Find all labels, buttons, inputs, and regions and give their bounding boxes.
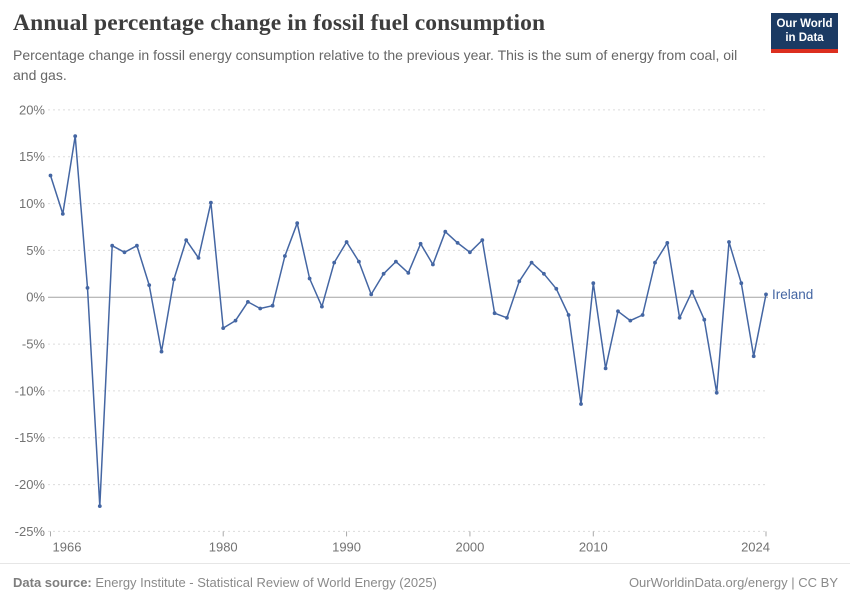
data-point [122,250,127,255]
data-point [172,277,176,282]
series-line [49,135,767,507]
data-source: Data source: Energy Institute - Statisti… [13,575,437,590]
y-axis-label: -15% [15,430,46,445]
data-point [492,311,497,316]
data-point [73,134,78,139]
data-point [554,286,559,291]
data-point [270,303,275,308]
y-axis-label: -25% [15,524,46,539]
data-source-label: Data source: [13,574,92,590]
data-point [579,402,583,406]
data-point [418,241,423,246]
data-point [209,200,213,205]
y-axis-label: 5% [26,243,45,258]
data-point [258,306,263,311]
data-point [357,259,361,264]
data-point [344,240,349,244]
chart-footer: Data source: Energy Institute - Statisti… [0,563,850,600]
data-point [406,271,411,275]
data-point [455,241,460,245]
data-point [751,354,756,359]
data-point [369,292,374,297]
data-point [665,241,670,245]
data-point [628,318,633,323]
data-point [196,256,201,260]
data-point [320,304,324,309]
data-point [727,240,731,244]
data-source-text: Energy Institute - Statistical Review of… [91,574,437,590]
data-point [517,279,522,284]
x-axis-label: 1966 [53,539,82,554]
logo-line2: in Data [785,32,824,44]
chart-header: Annual percentage change in fossil fuel … [13,10,763,86]
data-point [677,315,682,320]
data-point [295,221,300,226]
data-point [85,286,90,290]
data-point [764,292,768,297]
data-point [690,289,694,294]
data-point [97,504,102,508]
y-axis-label: 15% [19,149,45,164]
data-point [468,250,472,255]
data-point [431,262,435,267]
data-point [505,315,509,320]
data-point [332,260,337,265]
y-axis-label: -20% [15,477,46,492]
data-point [184,238,189,243]
x-axis-label: 2000 [455,539,484,554]
data-point [246,300,250,304]
data-point [591,281,596,286]
logo-line1: Our World [776,17,833,30]
data-point [147,283,152,287]
data-point [283,254,287,258]
entity-label: Ireland [772,287,813,302]
credit-link[interactable]: OurWorldinData.org/energy | CC BY [628,574,838,590]
y-axis-label: -5% [22,337,46,352]
data-point [566,313,571,317]
data-point [135,243,139,248]
data-point [739,281,744,286]
data-point [381,271,386,276]
page-title: Annual percentage change in fossil fuel … [13,10,546,36]
data-point [48,173,53,178]
data-point [233,318,238,323]
data-point [159,349,164,354]
data-point [714,390,719,395]
y-axis-label: 10% [19,196,45,211]
data-point [443,229,448,234]
data-point [702,317,707,322]
data-point [603,366,608,371]
owid-logo[interactable]: Our World in Data [771,13,838,53]
data-point [542,271,546,276]
x-axis-label: 1980 [209,539,238,554]
data-point [653,260,657,265]
data-point [480,238,485,243]
y-axis-label: -10% [15,383,46,398]
x-axis-label: 1990 [332,539,361,554]
x-axis-label: 2010 [579,539,608,554]
data-point [640,313,645,317]
x-axis-label: 2024 [741,539,770,554]
data-point [307,276,312,281]
chart-subtitle: Percentage change in fossil energy consu… [13,47,738,84]
data-point [110,243,115,248]
data-point [616,309,620,314]
data-point [60,212,65,216]
data-point [394,259,398,264]
data-point [221,326,226,330]
y-axis-label: 20% [19,102,45,117]
y-axis-label: 0% [26,290,45,305]
data-point [529,260,534,265]
